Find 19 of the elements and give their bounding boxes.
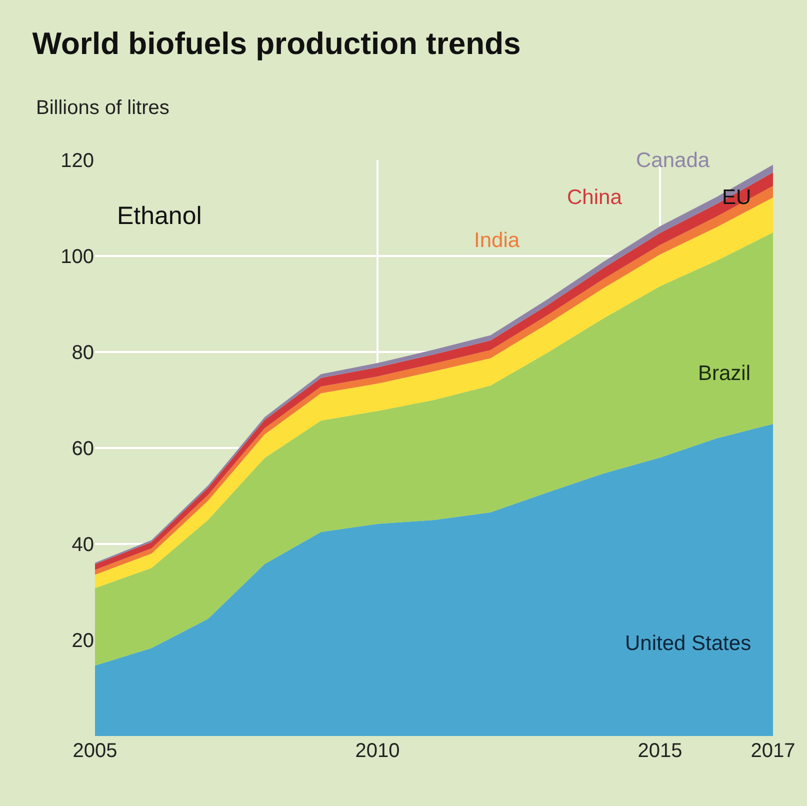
- y-tick-label: 60: [72, 438, 94, 460]
- y-tick-label: 20: [72, 630, 94, 652]
- series-label: EU: [722, 186, 752, 209]
- y-axis-title: Billions of litres: [36, 97, 170, 119]
- y-tick-label: 120: [60, 150, 94, 172]
- y-tick-label: 40: [72, 534, 94, 556]
- y-tick-label: 100: [60, 246, 94, 268]
- y-tick-label: 80: [72, 342, 94, 364]
- text: India: [474, 229, 520, 252]
- annotation: Ethanol: [117, 202, 202, 230]
- series-label: Canada: [636, 149, 710, 172]
- series-label: United States: [625, 632, 752, 655]
- series-label: Brazil: [698, 362, 751, 385]
- x-tick-label: 2005: [72, 740, 118, 762]
- chart-title: World biofuels production trends: [32, 26, 521, 61]
- x-tick-label: 2015: [638, 740, 682, 762]
- series-label: China: [567, 186, 622, 209]
- x-tick-label: 2010: [355, 740, 400, 762]
- x-tick-label: 2017: [750, 740, 796, 762]
